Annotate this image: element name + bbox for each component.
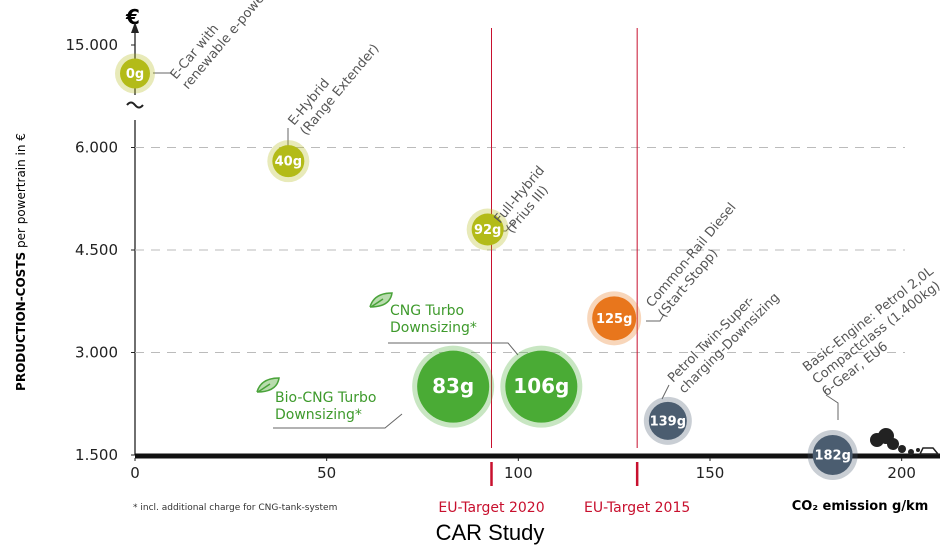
annotation-line: Downsizing* (390, 320, 477, 336)
y-tick-label: 3.000 (75, 344, 118, 362)
annotation-line: charging-Downsizing (676, 290, 783, 397)
car-icon (918, 447, 940, 455)
bubble (592, 296, 637, 341)
bubble (648, 401, 687, 440)
target-label: EU-Target 2020 (438, 500, 544, 516)
leader-line (825, 394, 839, 420)
leaf-icon (369, 292, 393, 308)
annotation: E-Hybrid(Range Extender) (286, 31, 383, 138)
caption: CAR Study (436, 520, 545, 545)
bubble-label: 139g (650, 414, 686, 429)
axis-break (126, 101, 144, 109)
annotation-line: Compactclass (1.400kg) (810, 279, 940, 388)
y-axis-arrow (131, 22, 139, 33)
y-tick-label: 6.000 (75, 139, 118, 157)
y-tick-label: 1.500 (75, 446, 118, 464)
y-tick-label: 4.500 (75, 241, 118, 259)
x-tick-label: 50 (317, 464, 336, 482)
bubble (120, 58, 150, 89)
bubble-label: 125g (596, 312, 632, 327)
bubble-label: 106g (513, 374, 569, 398)
y-axis-label: PRODUCTION-COSTS per powertrain in € (14, 133, 28, 391)
x-tick-label: 0 (130, 464, 140, 482)
bubble-label: 0g (126, 67, 144, 82)
annotation-line: Downsizing* (275, 407, 362, 423)
annotation-line: Bio-CNG Turbo (275, 390, 376, 406)
bubble-label: 182g (814, 449, 850, 464)
annotation: Full-Hybrid(Prius III) (492, 163, 560, 236)
bubble (272, 145, 305, 178)
bubble (812, 435, 853, 475)
bubble-label: 83g (432, 374, 474, 398)
leader-line (273, 413, 403, 429)
annotation-line: Common-Rail Diesel (644, 200, 740, 310)
bubble (471, 213, 504, 246)
leader-line (646, 313, 665, 322)
leader-line (388, 342, 519, 356)
bubble-label: 40g (275, 155, 302, 170)
annotation: CNG Turbo Downsizing* (390, 303, 477, 336)
bubble (417, 350, 490, 423)
target-label: EU-Target 2015 (584, 500, 690, 516)
x-tick-label: 100 (504, 464, 533, 482)
x-tick-label: 200 (887, 464, 916, 482)
annotation: Basic-Engine: Petrol 2,0LCompactclass (1… (800, 264, 940, 400)
annotation-line: CNG Turbo (390, 303, 464, 319)
x-axis-label: CO₂ emission g/km (792, 499, 929, 514)
annotation: Common-Rail Diesel(Start-Stopp) (644, 200, 752, 320)
annotation: Bio-CNG Turbo Downsizing* (275, 390, 376, 423)
annotation: E-Car withrenewable e-power (168, 0, 272, 93)
y-unit: € (125, 5, 140, 29)
leader-line (661, 384, 670, 400)
bubble (505, 350, 578, 423)
y-tick-label: 15.000 (66, 36, 119, 54)
bubble-label: 92g (474, 223, 501, 238)
footnote: * incl. additional charge for CNG-tank-s… (133, 503, 337, 513)
leaf-icon (256, 377, 280, 393)
exhaust-cloud (870, 428, 920, 455)
x-tick-label: 150 (696, 464, 725, 482)
